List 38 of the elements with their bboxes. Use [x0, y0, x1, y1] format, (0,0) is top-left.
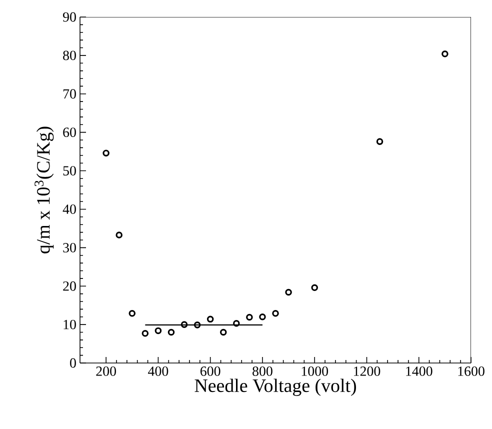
point — [116, 232, 122, 238]
point — [102, 150, 110, 156]
y-tick-label: 90 — [62, 12, 76, 22]
y-tick-label: 80 — [63, 50, 76, 60]
point — [128, 310, 136, 317]
point — [220, 328, 227, 336]
x-axis-title: Needle Voltage (volt) — [194, 378, 356, 396]
x-tick-label: 400 — [148, 366, 168, 376]
point — [168, 328, 175, 336]
x-tick-label: 1600 — [458, 366, 484, 376]
y-tick-label: 10 — [64, 320, 76, 330]
point — [311, 284, 318, 292]
y-tick-label: 60 — [63, 128, 76, 138]
y-tick-label: 40 — [62, 204, 76, 214]
point — [206, 316, 214, 323]
x-tick-label: 600 — [200, 366, 220, 376]
x-tick-label: 1000 — [302, 366, 328, 376]
point — [272, 310, 279, 317]
x-tick-label: 1400 — [406, 366, 432, 376]
point — [246, 314, 253, 321]
point — [285, 288, 292, 296]
point — [442, 50, 448, 58]
y-tick-label: 0 — [70, 358, 76, 368]
point — [180, 321, 188, 328]
x-tick-label: 1200 — [354, 366, 380, 376]
point — [233, 320, 240, 327]
y-tick-label: 20 — [63, 281, 76, 291]
y-axis-title: q/m x 10$^{3}$(C/Kg) — [34, 126, 54, 254]
x-tick-label: 200 — [96, 366, 116, 376]
y-tick-label: 30 — [63, 242, 76, 252]
y-tick-label: 70 — [63, 89, 76, 99]
x-tick-label: 800 — [252, 366, 272, 376]
point — [259, 313, 266, 320]
point — [194, 322, 201, 328]
point — [142, 330, 149, 337]
point — [376, 138, 384, 145]
y-tick-label: 50 — [63, 166, 76, 176]
point — [154, 327, 162, 334]
